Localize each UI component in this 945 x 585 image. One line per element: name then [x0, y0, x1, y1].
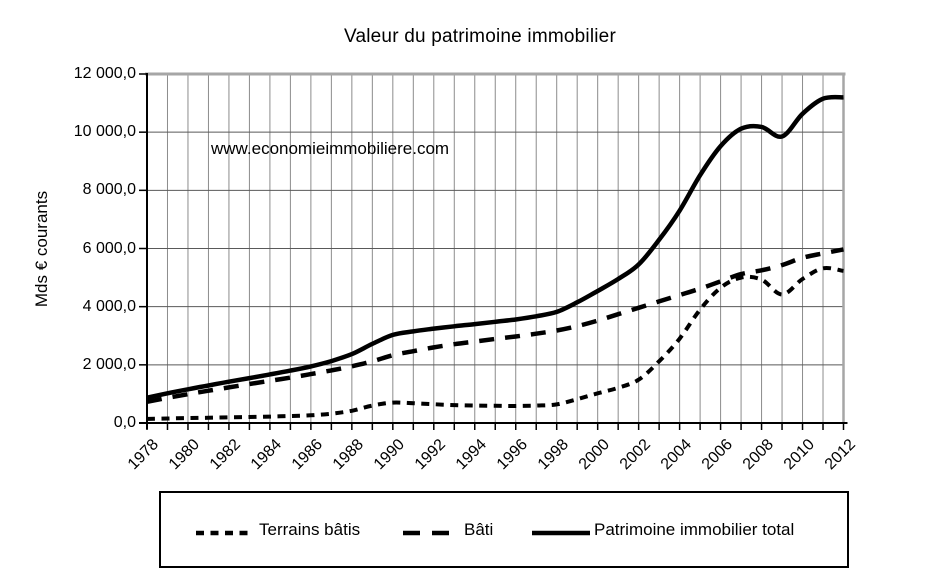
series-line-patrimoine-immobilier-total [146, 94, 844, 400]
y-tick-label-6000: 6 000,0 [82, 239, 136, 257]
legend-label-patrimoine-immobilier-total: Patrimoine immobilier total [594, 520, 795, 539]
y-tick-label-0: 0,0 [113, 414, 136, 431]
series-line-terrains-batis [146, 265, 844, 421]
legend-swatch-bati [403, 530, 451, 536]
y-tick-label-4000: 4 000,0 [82, 297, 136, 315]
series-line-bati [146, 247, 844, 405]
y-tick-label-12000: 12 000,0 [73, 65, 136, 82]
legend-swatch-patrimoine-immobilier-total [532, 530, 590, 536]
watermark-text: www.economieimmobiliere.com [211, 139, 450, 158]
y-tick-label-10000: 10 000,0 [73, 123, 136, 141]
chart-title: Valeur du patrimoine immobilier [344, 26, 616, 47]
legend: Terrains bâtis Bâti Patrimoine immobilie… [159, 491, 849, 568]
y-tick-label-2000: 2 000,0 [82, 355, 136, 373]
legend-label-terrains-batis: Terrains bâtis [259, 520, 361, 539]
legend-swatch-terrains-batis [196, 530, 254, 536]
y-tick-label-8000: 8 000,0 [82, 181, 136, 199]
legend-label-bati: Bâti [464, 520, 494, 539]
